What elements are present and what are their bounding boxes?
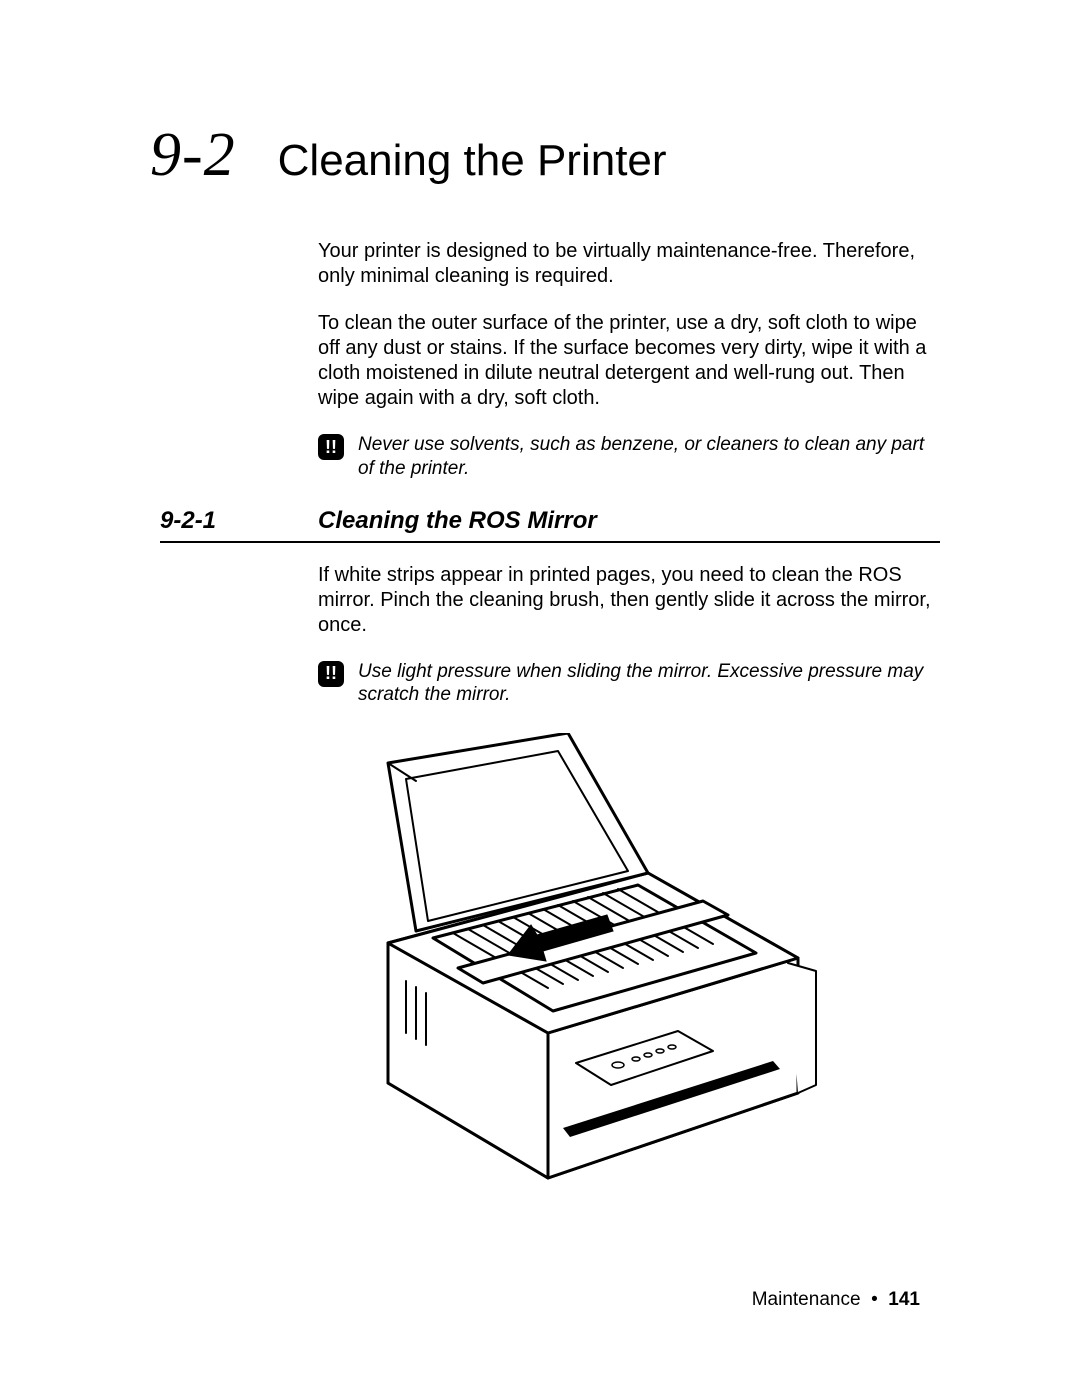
intro-block: Your printer is designed to be virtually… [318,239,938,481]
caution-note-2: !! Use light pressure when sliding the m… [318,660,938,708]
printer-illustration-svg [318,733,838,1193]
intro-paragraph-1: Your printer is designed to be virtually… [318,239,938,289]
footer-sep: • [871,1289,878,1310]
subsection-number: 9-2-1 [160,507,318,535]
footer-page-number: 141 [888,1289,920,1310]
subsection-header: 9-2-1 Cleaning the ROS Mirror [160,507,940,543]
subsection-title: Cleaning the ROS Mirror [318,507,597,535]
manual-page: 9-2 Cleaning the Printer Your printer is… [0,0,1080,1397]
caution-text-2: Use light pressure when sliding the mirr… [358,660,938,708]
caution-icon: !! [318,661,344,687]
subsection-rule [160,541,940,543]
section-header: 9-2 Cleaning the Printer [150,120,940,191]
intro-paragraph-2: To clean the outer surface of the printe… [318,311,938,411]
sub-paragraph-1: If white strips appear in printed pages,… [318,563,938,638]
section-title: Cleaning the Printer [278,136,667,186]
footer-chapter: Maintenance [752,1289,861,1310]
printer-figure [318,733,838,1193]
section-number: 9-2 [150,120,236,191]
subsection-body: If white strips appear in printed pages,… [318,563,938,708]
caution-icon: !! [318,434,344,460]
caution-note-1: !! Never use solvents, such as benzene, … [318,433,938,481]
page-footer: Maintenance • 141 [752,1289,920,1311]
caution-text-1: Never use solvents, such as benzene, or … [358,433,938,481]
